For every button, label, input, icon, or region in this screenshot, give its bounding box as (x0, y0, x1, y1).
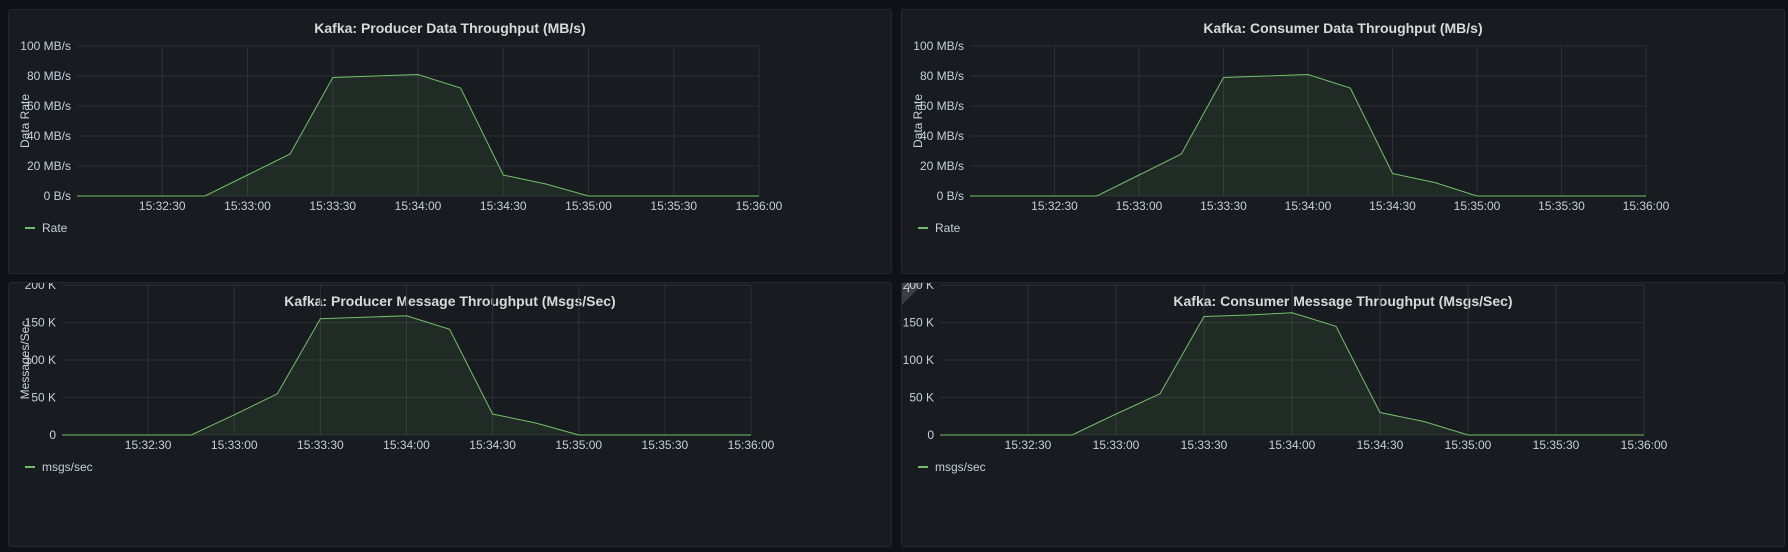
y-tick-label: 100 K (25, 353, 56, 367)
x-tick-label: 15:34:30 (1369, 199, 1416, 213)
x-tick-label: 15:36:00 (1621, 438, 1668, 452)
x-tick-label: 15:34:00 (383, 438, 430, 452)
panel-title[interactable]: Kafka: Consumer Message Throughput (Msgs… (1173, 293, 1513, 309)
series-area-0 (77, 74, 759, 196)
y-tick-label: 0 (927, 428, 934, 442)
panel-producer-data-throughput[interactable]: Kafka: Producer Data Throughput (MB/s) 0… (8, 9, 892, 274)
x-tick-label: 15:35:30 (650, 199, 697, 213)
x-tick-label: 15:33:00 (211, 438, 258, 452)
y-tick-label: 100 K (903, 353, 934, 367)
series-line-0[interactable] (77, 73, 759, 197)
y-tick-label: 0 (49, 428, 56, 442)
x-tick-label: 15:35:30 (1533, 438, 1580, 452)
legend-label: Rate (42, 221, 68, 235)
info-icon: i (907, 284, 911, 295)
x-tick-label: 15:36:00 (728, 438, 775, 452)
y-tick-label: 60 MB/s (27, 99, 71, 113)
x-tick-label: 15:36:00 (1623, 199, 1670, 213)
series-area-0 (62, 315, 751, 435)
y-tick-label: 150 K (903, 316, 934, 330)
x-tick-label: 15:33:00 (1116, 199, 1163, 213)
legend-item[interactable]: Rate (25, 221, 68, 235)
x-tick-label: 15:32:30 (1031, 199, 1078, 213)
x-tick-label: 15:35:30 (642, 438, 689, 452)
panel-consumer-message-throughput[interactable]: i Kafka: Consumer Message Throughput (Ms… (901, 282, 1785, 547)
panel-producer-message-throughput[interactable]: Kafka: Producer Message Throughput (Msgs… (8, 282, 892, 547)
legend-label: msgs/sec (935, 460, 986, 474)
x-tick-label: 15:34:00 (1285, 199, 1332, 213)
y-tick-label: 40 MB/s (27, 129, 71, 143)
y-axis-title: Data Rate (18, 94, 32, 148)
series-area-0 (970, 74, 1646, 196)
x-tick-label: 15:34:30 (469, 438, 516, 452)
y-tick-label: 200 K (25, 283, 56, 292)
y-tick-label: 80 MB/s (27, 69, 71, 83)
y-tick-label: 20 MB/s (27, 159, 71, 173)
x-tick-label: 15:34:30 (480, 199, 527, 213)
panel-title[interactable]: Kafka: Producer Data Throughput (MB/s) (314, 20, 586, 36)
chart-consumer-data-throughput: 0 B/s 20 MB/s 40 MB/s 60 MB/s 80 MB/s 100 MB/… (911, 39, 1670, 235)
x-tick-label: 15:35:00 (1445, 438, 1492, 452)
y-tick-label: 150 K (25, 316, 56, 330)
y-tick-label: 200 K (903, 283, 934, 292)
y-tick-label: 20 MB/s (920, 159, 964, 173)
x-tick-label: 15:36:00 (736, 199, 783, 213)
x-tick-label: 15:35:00 (555, 438, 602, 452)
series-area-0 (940, 312, 1644, 435)
x-tick-label: 15:34:00 (1269, 438, 1316, 452)
series-line-0[interactable] (970, 73, 1646, 197)
legend-item[interactable]: msgs/sec (918, 460, 986, 474)
x-tick-label: 15:35:30 (1538, 199, 1585, 213)
y-axis-title: Messages/Sec (18, 321, 32, 400)
y-tick-label: 50 K (31, 391, 56, 405)
grid (77, 45, 760, 197)
panel-consumer-data-throughput[interactable]: Kafka: Consumer Data Throughput (MB/s) 0… (901, 9, 1785, 274)
legend-item[interactable]: msgs/sec (25, 460, 93, 474)
x-tick-label: 15:32:30 (125, 438, 172, 452)
panel-title[interactable]: Kafka: Producer Message Throughput (Msgs… (284, 293, 616, 309)
x-tick-label: 15:33:30 (297, 438, 344, 452)
panel-title[interactable]: Kafka: Consumer Data Throughput (MB/s) (1203, 20, 1483, 36)
y-tick-label: 40 MB/s (920, 129, 964, 143)
x-tick-label: 15:32:30 (139, 199, 186, 213)
y-tick-label: 80 MB/s (920, 69, 964, 83)
chart-producer-data-throughput: 0 B/s 20 MB/s 40 MB/s 60 MB/s 80 MB/s 100 MB/… (18, 39, 783, 235)
x-tick-label: 15:35:00 (1454, 199, 1501, 213)
y-tick-label: 100 MB/s (20, 39, 71, 53)
x-tick-label: 15:33:30 (1181, 438, 1228, 452)
y-tick-label: 50 K (909, 391, 934, 405)
legend-label: msgs/sec (42, 460, 93, 474)
x-tick-label: 15:33:00 (224, 199, 271, 213)
y-tick-label: 0 B/s (937, 189, 964, 203)
panel-info-corner[interactable]: i (902, 283, 924, 305)
x-tick-label: 15:34:00 (395, 199, 442, 213)
x-tick-label: 15:34:30 (1357, 438, 1404, 452)
y-tick-label: 0 B/s (44, 189, 71, 203)
x-tick-label: 15:33:00 (1093, 438, 1140, 452)
x-tick-label: 15:33:30 (309, 199, 356, 213)
x-tick-label: 15:32:30 (1005, 438, 1052, 452)
x-tick-label: 15:35:00 (565, 199, 612, 213)
chart-consumer-message-throughput: 0 50 K 100 K 150 K 200 K 15:32:30 15:33:00 15:3… (903, 283, 1668, 474)
chart-producer-message-throughput: 0 50 K 100 K 150 K 200 K 15:32:30 15:33:00 15:3… (18, 283, 775, 474)
x-tick-label: 15:33:30 (1200, 199, 1247, 213)
series-line-0[interactable] (62, 315, 751, 436)
y-tick-label: 60 MB/s (920, 99, 964, 113)
series-line-0[interactable] (940, 312, 1644, 436)
y-tick-label: 100 MB/s (913, 39, 964, 53)
legend-item[interactable]: Rate (918, 221, 961, 235)
legend-label: Rate (935, 221, 961, 235)
y-axis-title: Data Rate (911, 94, 925, 148)
